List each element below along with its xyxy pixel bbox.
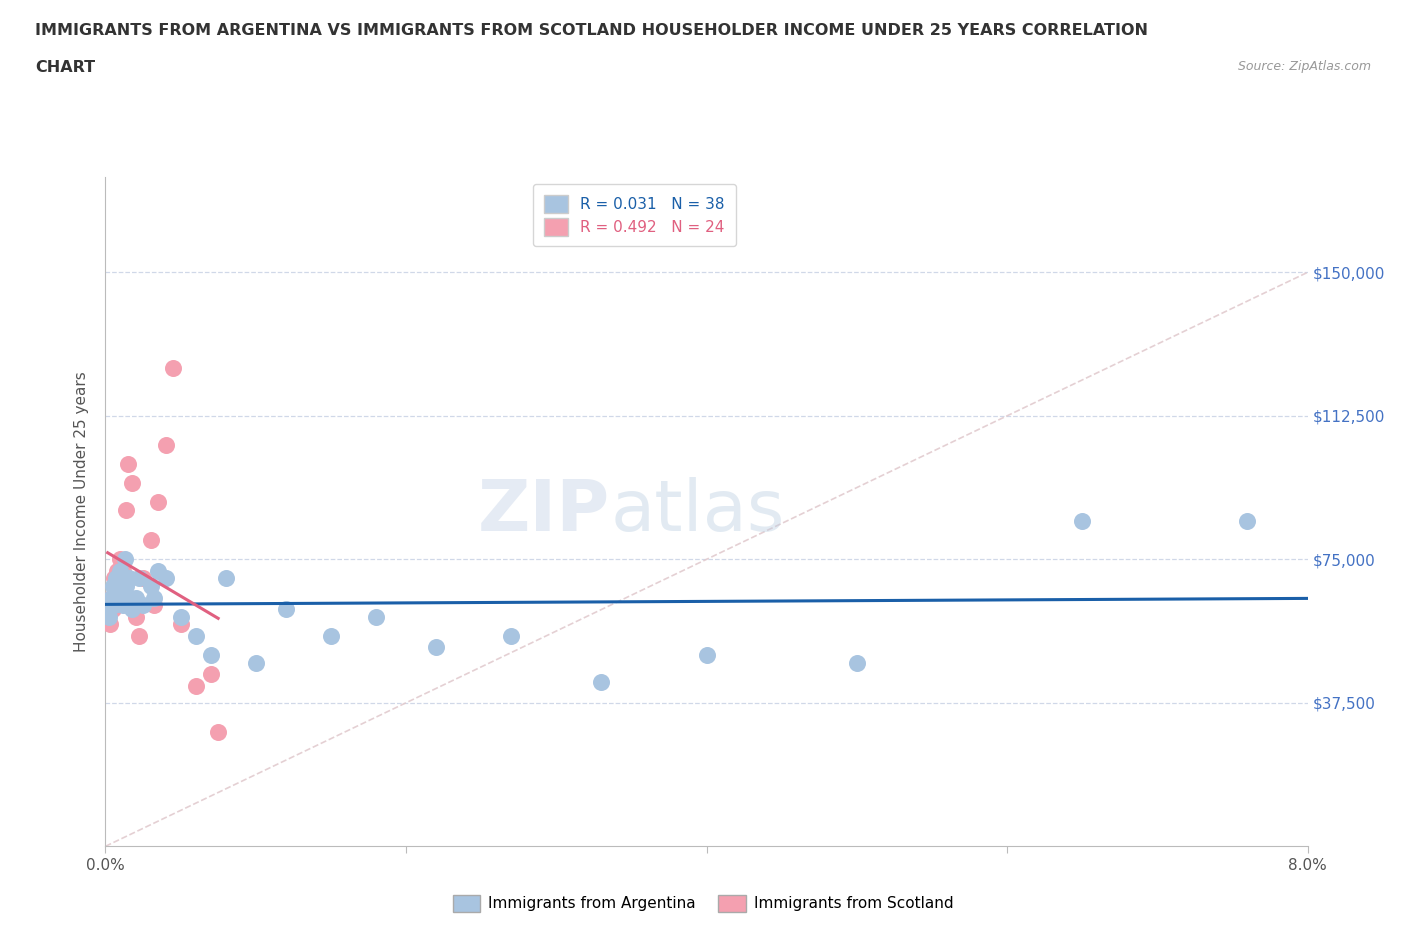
Point (139, 578, 162, 593)
Text: ZIP: ZIP (478, 477, 610, 546)
Point (169, 609, 191, 624)
Point (128, 571, 150, 586)
Point (200, 667, 222, 682)
Point (501, 629, 523, 644)
Legend: Immigrants from Argentina, Immigrants from Scotland: Immigrants from Argentina, Immigrants fr… (447, 889, 959, 918)
Point (98, 617, 121, 631)
Text: Source: ZipAtlas.com: Source: ZipAtlas.com (1237, 60, 1371, 73)
Point (110, 551, 132, 566)
Point (591, 674, 613, 689)
Point (101, 602, 124, 617)
Point (108, 582, 131, 597)
Point (207, 724, 229, 739)
Point (1071, 513, 1094, 528)
Point (107, 591, 129, 605)
Point (121, 602, 143, 617)
Text: CHART: CHART (35, 60, 96, 75)
Point (184, 678, 207, 693)
Point (124, 591, 146, 605)
Point (124, 609, 146, 624)
Point (98, 609, 121, 624)
Point (425, 640, 447, 655)
Point (139, 533, 162, 548)
Point (319, 629, 342, 644)
Point (146, 564, 169, 578)
Point (696, 647, 718, 662)
Point (100, 591, 122, 605)
Text: atlas: atlas (610, 477, 785, 546)
Text: IMMIGRANTS FROM ARGENTINA VS IMMIGRANTS FROM SCOTLAND HOUSEHOLDER INCOME UNDER 2: IMMIGRANTS FROM ARGENTINA VS IMMIGRANTS … (35, 23, 1149, 38)
Point (184, 629, 207, 644)
Point (1236, 513, 1258, 528)
Point (146, 495, 169, 510)
Point (132, 598, 155, 613)
Point (274, 602, 297, 617)
Point (104, 578, 127, 593)
Point (103, 571, 125, 586)
Point (200, 647, 222, 662)
Point (104, 571, 127, 586)
Point (117, 457, 139, 472)
Point (101, 578, 124, 593)
Point (112, 598, 135, 613)
Point (117, 591, 139, 605)
Point (142, 591, 165, 605)
Point (110, 564, 132, 578)
Point (155, 437, 177, 452)
Legend: R = 0.031   N = 38, R = 0.492   N = 24: R = 0.031 N = 38, R = 0.492 N = 24 (533, 184, 735, 246)
Point (169, 617, 191, 631)
Point (97, 609, 120, 624)
Point (132, 571, 155, 586)
Point (100, 591, 122, 605)
Point (845, 656, 868, 671)
Point (162, 361, 184, 376)
Point (115, 502, 138, 517)
Y-axis label: Householder Income Under 25 years: Householder Income Under 25 years (75, 371, 90, 652)
Point (214, 571, 236, 586)
Point (245, 656, 267, 671)
Point (364, 609, 387, 624)
Point (118, 571, 141, 586)
Point (103, 598, 125, 613)
Point (97, 598, 120, 613)
Point (107, 564, 129, 578)
Point (155, 571, 177, 586)
Point (142, 598, 165, 613)
Point (112, 564, 135, 578)
Point (114, 551, 136, 566)
Point (128, 629, 150, 644)
Point (111, 594, 134, 609)
Point (115, 578, 138, 593)
Point (121, 475, 143, 490)
